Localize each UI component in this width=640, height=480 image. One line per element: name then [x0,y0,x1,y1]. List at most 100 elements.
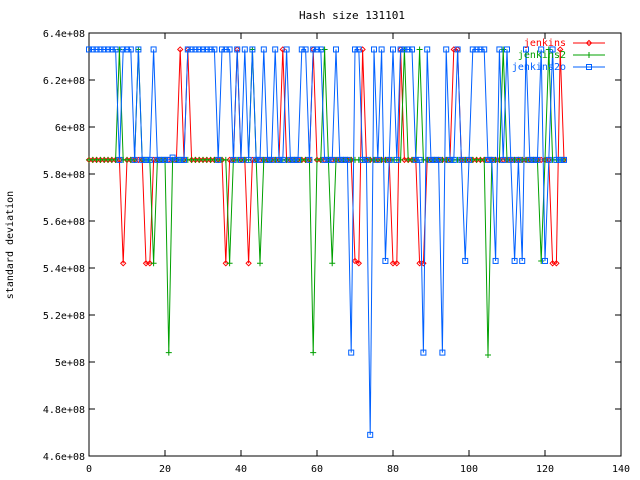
data-point-jenkins2o [443,46,450,53]
data-point-jenkins [176,46,184,53]
data-point-jenkins2 [310,349,317,356]
data-point-jenkins2o [302,46,309,53]
data-point-jenkins2o [101,46,108,53]
data-point-jenkins2o [359,156,366,163]
data-point-jenkins2o [276,156,282,163]
data-point-jenkins2o [401,46,408,53]
data-point-jenkins2o [108,46,115,53]
data-point-jenkins2o [530,156,537,163]
data-point-jenkins2o [435,156,442,163]
data-point-jenkins2o [466,156,472,163]
plot-frame [88,32,622,457]
data-point-jenkins2o [428,156,434,163]
y-axis-label: standard deviation [5,191,16,299]
legend-marker-jenkins [585,39,593,47]
data-point-jenkins2o [283,46,290,53]
data-point-jenkins2 [112,156,119,163]
data-point-jenkins2o [488,156,495,163]
data-point-jenkins2o [139,156,146,163]
data-point-jenkins [119,260,127,267]
chart-title: Hash size 131101 [299,9,405,22]
x-tick-label: 60 [311,464,323,475]
data-point-jenkins2o [507,156,514,163]
data-point-jenkins2o [260,46,267,53]
data-point-jenkins2o [439,349,446,356]
data-point-jenkins2o [542,257,548,264]
data-point-jenkins2o [200,46,206,53]
data-point-jenkins2 [329,260,336,267]
data-point-jenkins2o [412,156,419,163]
y-tick-label: 5e+08 [55,358,85,369]
data-point-jenkins2o [355,46,362,53]
series-jenkins2 [86,46,567,358]
y-tick-label: 5.4e+08 [43,264,85,275]
data-point-jenkins2o [173,156,180,163]
data-point-jenkins2o [306,156,313,163]
data-point-jenkins2o [462,257,469,264]
legend-marker-jenkins2o [586,64,592,70]
data-point-jenkins2o [112,46,119,53]
legend-label-jenkins2o: jenkins2o [512,62,566,73]
data-point-jenkins2 [150,260,157,267]
y-tick-label: 5.6e+08 [43,217,85,228]
data-point-jenkins2 [222,156,229,163]
y-tick-label: 6e+08 [55,123,85,134]
data-point-jenkins2o [177,156,184,163]
series-jenkins2o [86,46,567,438]
data-point-jenkins2o [553,156,560,163]
series-layer [85,46,568,438]
data-point-jenkins2o [150,46,157,53]
data-point-jenkins2o [454,46,461,53]
data-point-jenkins2o [226,46,233,53]
data-point-jenkins2o [158,156,165,163]
x-tick-label: 0 [86,464,92,475]
data-point-jenkins2o [382,257,389,264]
data-point-jenkins2o [287,156,294,163]
data-point-jenkins2o [86,46,92,53]
data-point-jenkins2o [264,156,271,163]
data-point-jenkins2o [549,46,556,53]
data-point-jenkins2o [321,156,328,163]
data-point-jenkins2o [340,156,347,163]
data-point-jenkins2o [348,349,355,356]
data-point-jenkins2o [492,257,499,264]
x-tick-label: 40 [235,464,247,475]
data-point-jenkins2o [215,156,222,163]
data-point-jenkins2o [371,46,377,53]
data-point-jenkins2o [523,46,529,53]
data-point-jenkins2o [219,46,225,53]
data-point-jenkins2o [336,156,343,163]
data-point-jenkins [222,260,230,267]
y-tick-label: 5.8e+08 [43,170,85,181]
data-point-jenkins [355,260,363,267]
data-point-jenkins2o [545,156,552,163]
data-point-jenkins [351,257,359,265]
data-point-jenkins2o [162,156,168,163]
data-point-jenkins2o [526,156,533,163]
y-tick-label: 5.2e+08 [43,311,85,322]
data-point-jenkins2o [477,46,484,53]
data-point-jenkins2o [374,156,381,163]
y-tick-label: 4.8e+08 [43,405,85,416]
legend-label-jenkins2: jenkins2 [518,50,566,61]
data-point-jenkins2o [511,257,518,264]
data-point-jenkins2 [545,46,552,53]
data-point-jenkins2 [321,46,328,53]
data-point-jenkins2o [105,46,111,53]
data-point-jenkins2o [272,46,279,53]
legend-label-jenkins: jenkins [524,38,566,49]
data-point-jenkins2 [485,351,491,358]
data-point-jenkins2o [89,46,96,53]
data-point-jenkins2 [257,260,263,267]
data-point-jenkins2o [131,156,138,163]
data-point-jenkins2o [405,46,412,53]
data-point-jenkins2o [519,257,526,264]
data-point-jenkins2o [329,156,336,163]
data-point-jenkins [393,260,401,267]
data-point-jenkins2o [500,156,507,163]
data-point-jenkins2o [135,46,142,53]
data-point-jenkins2o [325,156,332,163]
